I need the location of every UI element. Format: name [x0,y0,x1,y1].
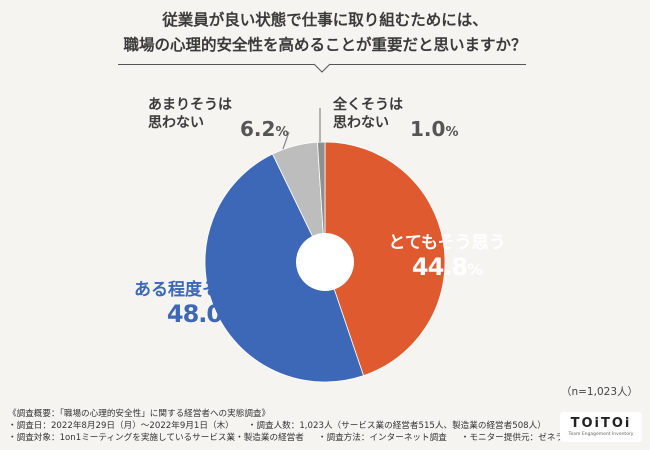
brand-logo-text: TOiTOi [570,416,632,431]
label-somewhat-agree-value: 48.0% [112,300,292,328]
value-strongly-disagree-number: 1.0 [410,117,446,141]
value-somewhat-disagree-number: 6.2 [240,117,276,141]
label-strongly-agree: とてもそう思う 44.8% [372,228,522,281]
title-line-1: 従業員が良い状態で仕事に取り組むためには、 [162,11,488,29]
value-strongly-disagree-pct: % [445,125,459,140]
footer-method: ・調査方法：インターネット調査 [317,433,447,443]
label-strongly-disagree: 全くそうは 思わない [333,96,403,132]
footer-period: ・調査日：2022年8月29日（月）〜2022年9月1日（木） [8,421,234,431]
label-strongly-agree-category: とてもそう思う [388,233,506,253]
title-underline-right [330,64,526,65]
label-somewhat-disagree: あまりそうは 思わない [148,96,232,132]
label-somewhat-disagree-line2: 思わない [148,115,204,131]
label-somewhat-agree-number: 48.0 [166,300,223,328]
label-somewhat-disagree-line1: あまりそうは [148,97,232,113]
title-notch [314,63,330,73]
slice-strongly-agree [324,141,446,377]
label-somewhat-agree: ある程度そう思う 48.0% [112,275,292,328]
slice-somewhat-agree [204,153,365,383]
leader-somewhat-disagree [282,131,290,150]
chart-title: 従業員が良い状態で仕事に取り組むためには、 職場の心理的安全性を高めることが重要… [0,8,650,58]
label-somewhat-agree-pct: % [222,307,238,326]
title-line-2: 職場の心理的安全性を高めることが重要だと思いますか？ [123,36,527,54]
label-strongly-disagree-line1: 全くそうは [333,97,403,113]
label-strongly-agree-pct: % [467,260,483,279]
footer-provider: ・モニター提供元：ゼネラルリサーチ [460,433,607,443]
sample-size: （n=1,023人） [560,386,638,398]
label-strongly-disagree-line2: 思わない [333,115,389,131]
survey-footer: 《調査概要：「職場の心理的安全性」に関する経営者への実態調査》 ・調査日：202… [8,408,607,444]
brand-logo: TOiTOi Team Engagement Inventory [560,412,642,442]
footer-row-3: ・調査対象：1on1ミーティングを実施しているサービス業・製造業の経営者 ・調査方… [8,432,607,444]
value-strongly-disagree: 1.0% [410,117,458,141]
slice-strongly-disagree [317,141,326,263]
footer-overview: 《調査概要：「職場の心理的安全性」に関する経営者への実態調査》 [8,409,271,419]
donut-hole [296,233,354,291]
footer-row-2: ・調査日：2022年8月29日（月）〜2022年9月1日（木） ・調査人数：1,0… [8,420,607,432]
label-strongly-agree-value: 44.8% [372,253,522,281]
value-somewhat-disagree: 6.2% [240,117,288,141]
brand-logo-tagline: Team Engagement Inventory [568,432,634,437]
footer-respondents: ・調査人数：1,023人（サービス業の経営者515人、製造業の経営者508人） [247,421,546,431]
label-somewhat-agree-category: ある程度そう思う [134,280,270,300]
title-underline-left [118,64,314,65]
footer-target: ・調査対象：1on1ミーティングを実施しているサービス業・製造業の経営者 [8,433,304,443]
value-somewhat-disagree-pct: % [275,125,289,140]
label-strongly-agree-number: 44.8 [411,253,468,281]
